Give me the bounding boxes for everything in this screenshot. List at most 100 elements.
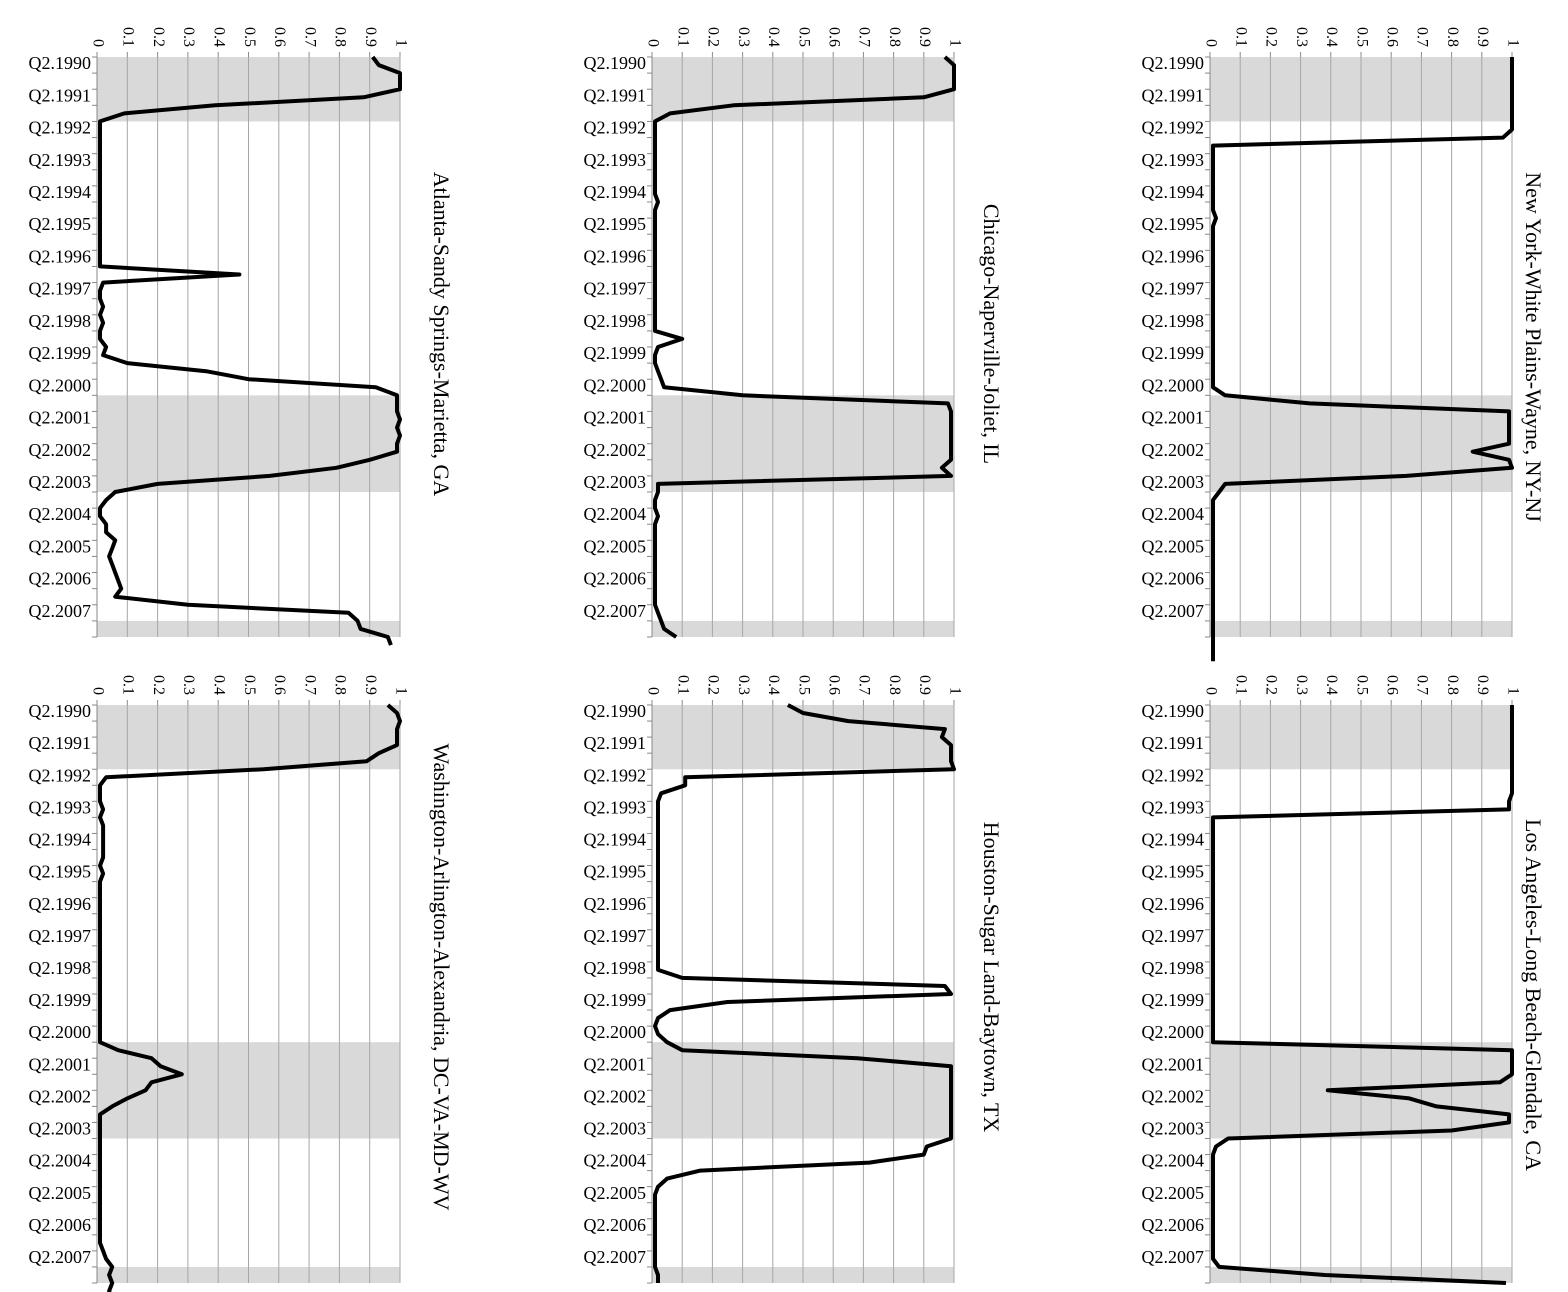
chart-title: New York-White Plains-Wayne, NY-NJ (1521, 172, 1546, 522)
value-tick-label: 1 (1504, 687, 1521, 695)
time-tick-label: Q2.2000 (1142, 1022, 1205, 1042)
value-tick-label: 0.9 (916, 675, 933, 695)
value-tick-label: 0.6 (1384, 675, 1401, 695)
value-tick-label: 0.5 (1353, 675, 1370, 695)
time-tick-label: Q2.1999 (584, 990, 647, 1010)
time-tick-label: Q2.2005 (584, 536, 647, 556)
time-tick-label: Q2.1996 (1142, 894, 1205, 914)
value-tick-label: 0.7 (301, 27, 318, 47)
time-tick-label: Q2.1992 (1142, 765, 1205, 785)
time-tick-label: Q2.2001 (584, 408, 647, 428)
time-tick-label: Q2.1997 (1142, 926, 1205, 946)
time-tick-label: Q2.1997 (29, 279, 92, 299)
value-tick-label: 0 (644, 687, 661, 695)
series-line (98, 703, 402, 1292)
value-tick-label: 0 (1202, 687, 1219, 695)
time-tick-label: Q2.1994 (584, 182, 647, 202)
time-tick-label: Q2.1993 (584, 150, 647, 170)
time-tick-label: Q2.2002 (29, 1086, 92, 1106)
time-tick-label: Q2.1993 (1142, 797, 1205, 817)
time-tick-label: Q2.1993 (29, 797, 92, 817)
time-tick-label: Q2.1995 (29, 214, 92, 234)
value-tick-label: 1 (946, 687, 963, 695)
series-line (1211, 57, 1514, 662)
value-tick-label: 1 (946, 39, 963, 47)
value-tick-label: 0.8 (1444, 675, 1461, 695)
time-tick-label: Q2.1999 (1142, 343, 1205, 363)
time-tick-label: Q2.1995 (584, 862, 647, 882)
time-tick-label: Q2.2001 (584, 1054, 647, 1074)
time-tick-label: Q2.2000 (584, 1022, 647, 1042)
time-tick-label: Q2.1995 (1142, 862, 1205, 882)
time-tick-label: Q2.2002 (584, 1086, 647, 1106)
time-tick-label: Q2.1993 (1142, 150, 1205, 170)
value-tick-label: 0 (1202, 39, 1219, 47)
time-tick-label: Q2.1992 (1142, 118, 1205, 138)
time-tick-label: Q2.2002 (1142, 440, 1205, 460)
time-tick-label: Q2.1997 (584, 926, 647, 946)
value-tick-label: 0.7 (1414, 675, 1431, 695)
time-tick-label: Q2.2003 (29, 472, 92, 492)
time-tick-label: Q2.1999 (29, 343, 92, 363)
value-tick-label: 0.6 (826, 675, 843, 695)
time-tick-label: Q2.2006 (584, 1215, 647, 1235)
value-tick-label: 0.3 (180, 675, 197, 695)
time-tick-label: Q2.1994 (29, 830, 92, 850)
time-tick-label: Q2.1998 (1142, 958, 1205, 978)
value-tick-label: 0.3 (1293, 27, 1310, 47)
chart-panel: 0 0.1 0.2 0.3 0.4 0.5 0.6 0.7 0.8 0.9 1 Q2.1990 Q2.1… (1142, 675, 1546, 1285)
time-tick-label: Q2.2000 (29, 375, 92, 395)
time-tick-label: Q2.2001 (29, 408, 92, 428)
value-tick-label: 0.1 (675, 27, 692, 47)
value-tick-label: 0.8 (332, 27, 349, 47)
value-tick-label: 0.1 (120, 675, 137, 695)
time-tick-label: Q2.2006 (1142, 1215, 1205, 1235)
time-tick-label: Q2.2006 (29, 569, 92, 589)
time-tick-label: Q2.1998 (29, 958, 92, 978)
time-tick-label: Q2.2004 (1142, 504, 1205, 524)
time-tick-label: Q2.2005 (584, 1183, 647, 1203)
series-line (653, 55, 956, 639)
value-tick-label: 0.7 (856, 675, 873, 695)
value-tick-label: 0.2 (705, 675, 722, 695)
time-tick-label: Q2.1991 (29, 733, 92, 753)
value-tick-label: 1 (1504, 39, 1521, 47)
value-tick-label: 0.2 (1263, 27, 1280, 47)
value-tick-label: 0.4 (211, 675, 228, 695)
value-tick-label: 0.9 (1474, 675, 1491, 695)
time-tick-label: Q2.2004 (584, 1151, 647, 1171)
time-tick-label: Q2.1991 (1142, 733, 1205, 753)
chart-title: Chicago-Naperville-Joliet, IL (979, 204, 1004, 464)
value-tick-label: 0.7 (1414, 27, 1431, 47)
value-tick-label: 0.5 (795, 675, 812, 695)
value-tick-label: 0.6 (1384, 27, 1401, 47)
time-tick-label: Q2.2004 (29, 504, 92, 524)
time-tick-label: Q2.1997 (29, 926, 92, 946)
value-tick-label: 0 (89, 687, 106, 695)
chart-panel: 0 0.1 0.2 0.3 0.4 0.5 0.6 0.7 0.8 0.9 1 Q2.1990 Q2.1… (1142, 27, 1546, 662)
value-tick-label: 0.3 (735, 675, 752, 695)
time-tick-label: Q2.2003 (584, 1119, 647, 1139)
value-tick-label: 0.3 (180, 27, 197, 47)
time-tick-label: Q2.2007 (29, 601, 92, 621)
time-tick-label: Q2.1998 (584, 311, 647, 331)
value-tick-label: 0.4 (765, 27, 782, 47)
time-tick-label: Q2.1992 (584, 765, 647, 785)
time-tick-label: Q2.1998 (584, 958, 647, 978)
time-tick-label: Q2.2002 (1142, 1086, 1205, 1106)
time-tick-label: Q2.1991 (584, 733, 647, 753)
series-line (1211, 705, 1514, 1285)
time-tick-label: Q2.1991 (1142, 85, 1205, 105)
value-tick-label: 0.3 (1293, 675, 1310, 695)
time-tick-label: Q2.1994 (29, 182, 92, 202)
time-tick-label: Q2.1995 (29, 862, 92, 882)
time-tick-label: Q2.1990 (29, 53, 92, 73)
value-tick-label: 0.8 (886, 27, 903, 47)
time-tick-label: Q2.1998 (29, 311, 92, 331)
chart-panel: 0 0.1 0.2 0.3 0.4 0.5 0.6 0.7 0.8 0.9 1 Q2.1990 Q2.1… (29, 675, 454, 1292)
value-tick-label: 0.3 (735, 27, 752, 47)
time-tick-label: Q2.1994 (584, 830, 647, 850)
time-tick-label: Q2.2004 (29, 1151, 92, 1171)
value-tick-label: 0 (644, 39, 661, 47)
